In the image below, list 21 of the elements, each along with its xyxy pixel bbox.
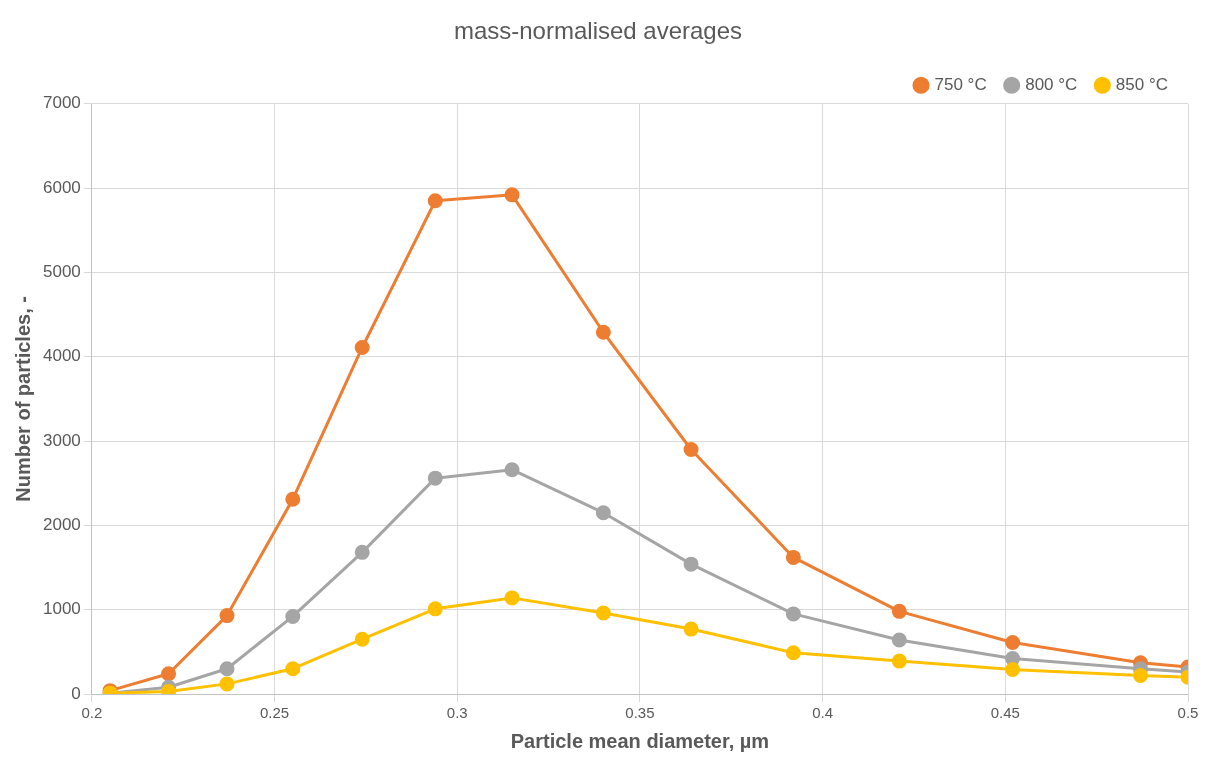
x-tick-label: 0.2	[81, 704, 103, 722]
y-tick-label: 7000	[42, 93, 81, 113]
y-axis-title: Number of particles, -	[11, 296, 34, 502]
y-tick-label: 2000	[42, 515, 81, 535]
y-tick-label: 3000	[42, 430, 81, 450]
x-tick-label: 0.45	[990, 704, 1020, 722]
y-tick-label: 5000	[42, 262, 81, 282]
legend-label: 850 °C	[1115, 74, 1169, 94]
y-tick-label: 4000	[42, 346, 81, 366]
x-tick-label: 0.4	[812, 704, 834, 722]
x-tick-label: 0.5	[1177, 704, 1199, 722]
y-tick-label: 6000	[42, 177, 81, 197]
x-tick-label: 0.3	[446, 704, 468, 722]
y-tick-label: 0	[71, 683, 81, 703]
x-tick-label: 0.35	[625, 704, 655, 722]
legend-label: 800 °C	[1025, 74, 1078, 94]
chart-title: mass-normalised averages	[453, 17, 743, 45]
x-axis-title: Particle mean diameter, µm	[510, 729, 770, 752]
y-tick-label: 1000	[42, 599, 81, 619]
x-tick-label: 0.25	[259, 704, 290, 722]
legend-label: 750 °C	[934, 74, 987, 94]
